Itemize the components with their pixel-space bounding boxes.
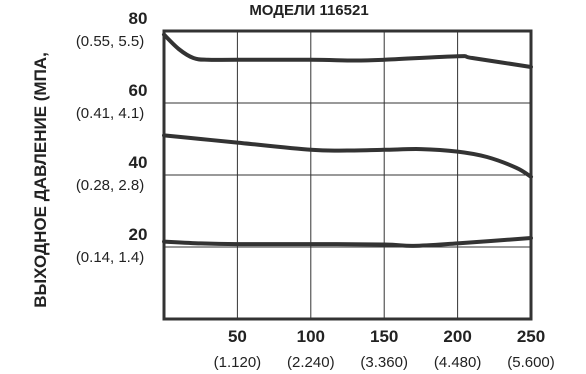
- x-tick-label-0: 50: [228, 327, 247, 346]
- y-tick-label-2: 60: [129, 81, 148, 100]
- grid: [164, 31, 531, 319]
- x-tick-label-4: 250: [517, 327, 545, 346]
- x-tick-sublabel-3: (4.480): [434, 354, 482, 371]
- x-tick-sublabel-1: (2.240): [287, 354, 335, 371]
- y-tick-sublabel-3: (0.55, 5.5): [76, 33, 144, 50]
- series-line-2: [162, 236, 533, 248]
- series-line-1: [162, 133, 533, 179]
- y-ticks: 20 (0.14, 1.4) 40 (0.28, 2.8) 60 (0.41, 4.1) 8…: [76, 9, 148, 266]
- series-lines: [162, 32, 533, 248]
- series-line-0: [162, 32, 533, 69]
- y-tick-label-0: 20: [129, 225, 148, 244]
- y-tick-label-3: 80: [129, 9, 148, 28]
- x-tick-sublabel-2: (3.360): [360, 354, 408, 371]
- x-tick-label-1: 100: [297, 327, 325, 346]
- y-tick-sublabel-0: (0.14, 1.4): [76, 249, 144, 266]
- x-tick-label-3: 200: [443, 327, 471, 346]
- x-tick-sublabel-4: (5.600): [507, 354, 555, 371]
- y-axis-label: ВЫХОДНОЕ ДАВЛЕНИЕ (МПА,: [31, 52, 50, 308]
- chart-title: МОДЕЛИ 116521: [249, 2, 368, 19]
- x-tick-sublabel-0: (1.120): [214, 354, 262, 371]
- x-tick-label-2: 150: [370, 327, 398, 346]
- y-tick-sublabel-2: (0.41, 4.1): [76, 105, 144, 122]
- x-ticks: 50 (1.120) 100 (2.240) 150 (3.360) 200 (4.480) 2…: [214, 327, 555, 371]
- y-tick-label-1: 40: [129, 153, 148, 172]
- y-tick-sublabel-1: (0.28, 2.8): [76, 177, 144, 194]
